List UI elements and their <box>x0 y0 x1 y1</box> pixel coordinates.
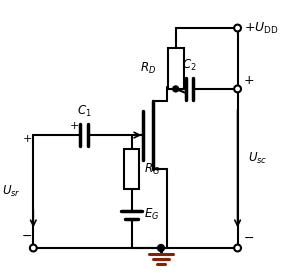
Text: $C_2$: $C_2$ <box>182 58 197 73</box>
Circle shape <box>234 245 241 251</box>
Text: $U_{sr}$: $U_{sr}$ <box>2 184 21 199</box>
Text: +: + <box>23 134 32 144</box>
Circle shape <box>173 86 179 92</box>
Text: $U_{sc}$: $U_{sc}$ <box>248 151 267 166</box>
Text: $R_G$: $R_G$ <box>144 162 160 177</box>
Circle shape <box>30 245 37 251</box>
Bar <box>124 149 139 189</box>
Text: $+U_{\mathrm{DD}}$: $+U_{\mathrm{DD}}$ <box>244 21 279 36</box>
Text: −: − <box>22 230 33 243</box>
Text: −: − <box>244 232 254 245</box>
Bar <box>168 48 184 89</box>
Text: $E_G$: $E_G$ <box>144 207 160 222</box>
Text: +: + <box>244 74 254 86</box>
Circle shape <box>234 85 241 92</box>
Text: +: + <box>70 121 79 131</box>
Text: $R_D$: $R_D$ <box>140 61 156 76</box>
Text: $C_1$: $C_1$ <box>77 104 92 119</box>
Circle shape <box>158 245 164 251</box>
Circle shape <box>234 24 241 31</box>
